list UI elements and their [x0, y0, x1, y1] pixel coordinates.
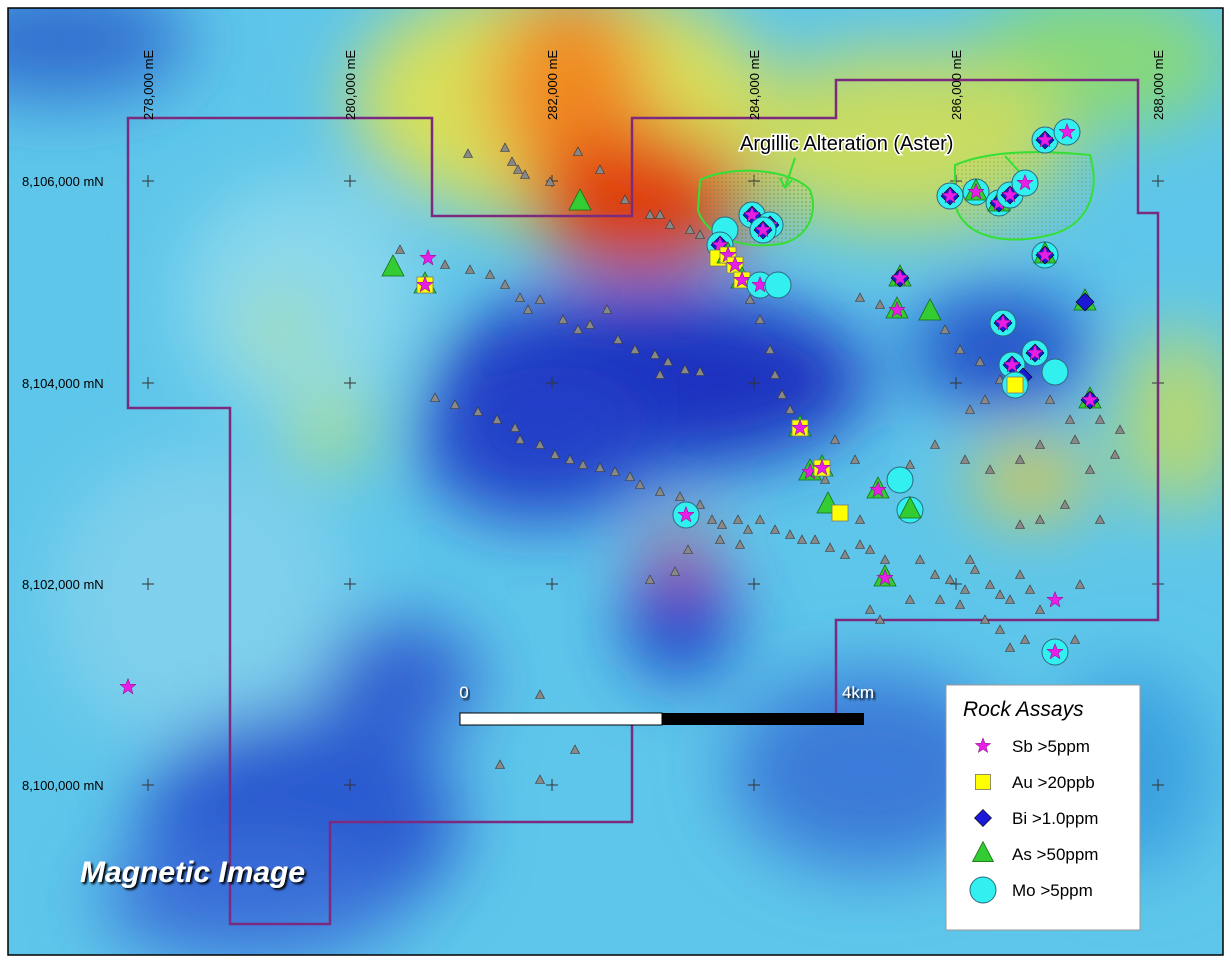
- legend-label: Mo >5ppm: [1012, 881, 1093, 900]
- northing-label: 8,100,000 mN: [22, 778, 104, 793]
- legend-label: As >50ppm: [1012, 845, 1098, 864]
- anomaly: [652, 531, 708, 579]
- anomaly: [50, 450, 350, 750]
- legend-label: Au >20ppb: [1012, 773, 1095, 792]
- easting-label: 282,000 mE: [545, 50, 560, 120]
- mo-symbol: [1042, 359, 1068, 385]
- easting-label: 286,000 mE: [949, 50, 964, 120]
- legend-label: Sb >5ppm: [1012, 737, 1090, 756]
- anomaly: [320, 620, 480, 740]
- anomaly: [290, 390, 370, 470]
- map: Argillic Alteration (Aster) 278,000 mE 28…: [0, 0, 1231, 963]
- northing-label: 8,106,000 mN: [22, 174, 104, 189]
- easting-label: 280,000 mE: [343, 50, 358, 120]
- anomaly: [970, 440, 1090, 520]
- easting-label: 284,000 mE: [747, 50, 762, 120]
- page: Argillic Alteration (Aster) 278,000 mE 28…: [0, 0, 1231, 968]
- mo-symbol: [970, 877, 996, 903]
- au-symbol: [1007, 377, 1023, 393]
- easting-label: 278,000 mE: [141, 50, 156, 120]
- map-title: Magnetic Image: [80, 856, 305, 889]
- northing-label: 8,102,000 mN: [22, 577, 104, 592]
- anomaly: [250, 300, 310, 360]
- au-symbol: [975, 774, 990, 789]
- easting-label: 288,000 mE: [1151, 50, 1166, 120]
- au-symbol: [832, 505, 848, 521]
- northing-label: 8,104,000 mN: [22, 376, 104, 391]
- mo-symbol: [765, 272, 791, 298]
- scale-end: 4km: [842, 683, 874, 702]
- anomaly: [910, 290, 1090, 410]
- scale-start: 0: [459, 683, 468, 702]
- scale-bar-white: [460, 713, 662, 725]
- legend-title: Rock Assays: [963, 698, 1084, 721]
- legend-label: Bi >1.0ppm: [1012, 809, 1098, 828]
- anomaly: [180, 180, 420, 420]
- mo-symbol: [887, 467, 913, 493]
- annotation: Argillic Alteration (Aster): [740, 133, 953, 155]
- scale-bar-black: [662, 713, 864, 725]
